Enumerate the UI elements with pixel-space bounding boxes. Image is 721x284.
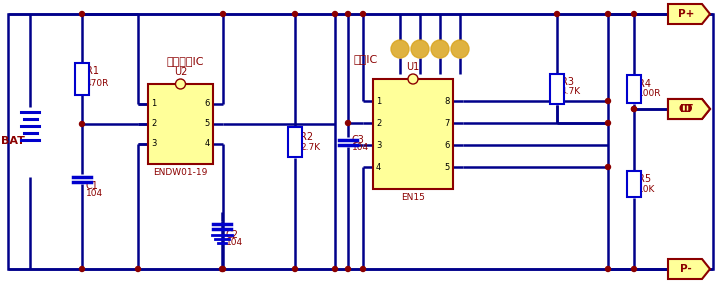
Text: CT: CT (678, 104, 694, 114)
Text: 8: 8 (445, 97, 450, 105)
Text: 104: 104 (352, 143, 369, 153)
Text: 10K: 10K (638, 185, 655, 193)
Text: 主控IC: 主控IC (353, 54, 377, 64)
Bar (148, 84, 213, 164)
Text: U2: U2 (174, 67, 187, 77)
Text: 4: 4 (205, 139, 210, 149)
Text: 2.7K: 2.7K (300, 143, 320, 151)
Circle shape (293, 266, 298, 272)
Bar (373, 79, 453, 189)
Text: R4: R4 (638, 79, 651, 89)
Text: 2: 2 (151, 120, 156, 128)
Text: BAT: BAT (1, 137, 25, 147)
Circle shape (606, 99, 611, 103)
Text: 2: 2 (376, 118, 381, 128)
Text: C1: C1 (86, 181, 99, 191)
Circle shape (221, 266, 226, 272)
Text: U1: U1 (407, 62, 420, 72)
Text: ID: ID (680, 104, 692, 114)
Text: 104: 104 (226, 238, 243, 247)
Text: C3: C3 (352, 135, 365, 145)
Text: 5: 5 (445, 162, 450, 172)
Text: 6: 6 (205, 99, 210, 108)
Text: P-: P- (680, 264, 692, 274)
Circle shape (632, 266, 637, 272)
Circle shape (554, 11, 559, 16)
Bar (627, 75, 641, 103)
Circle shape (345, 266, 350, 272)
Bar (627, 171, 641, 197)
Circle shape (391, 40, 409, 58)
Text: 104: 104 (86, 189, 103, 198)
Text: 5: 5 (205, 120, 210, 128)
Circle shape (345, 120, 350, 126)
Polygon shape (668, 4, 710, 24)
Circle shape (293, 11, 298, 16)
Circle shape (332, 266, 337, 272)
Circle shape (221, 11, 226, 16)
Text: 4.7K: 4.7K (561, 87, 581, 97)
Circle shape (79, 266, 84, 272)
Polygon shape (668, 99, 710, 119)
Text: 1: 1 (151, 99, 156, 108)
Circle shape (136, 266, 141, 272)
Circle shape (606, 266, 611, 272)
Bar (75, 63, 89, 95)
Polygon shape (668, 259, 710, 279)
Bar (288, 127, 302, 157)
Text: 3: 3 (151, 139, 156, 149)
Text: C2: C2 (226, 230, 239, 240)
Circle shape (632, 11, 637, 16)
Bar (550, 74, 564, 104)
Circle shape (408, 74, 418, 84)
Circle shape (79, 11, 84, 16)
Text: 4: 4 (376, 162, 381, 172)
Circle shape (219, 266, 224, 272)
Polygon shape (668, 99, 710, 119)
Text: 1: 1 (376, 97, 381, 105)
Circle shape (606, 120, 611, 126)
Text: 电池保护IC: 电池保护IC (167, 56, 204, 66)
Circle shape (345, 11, 350, 16)
Circle shape (360, 266, 366, 272)
Text: EN15: EN15 (401, 193, 425, 202)
Text: 7: 7 (445, 118, 450, 128)
Circle shape (332, 11, 337, 16)
Text: 470R: 470R (86, 78, 110, 87)
Text: 6: 6 (445, 141, 450, 149)
Circle shape (451, 40, 469, 58)
Circle shape (632, 106, 637, 112)
Text: ENDW01-19: ENDW01-19 (154, 168, 208, 177)
Circle shape (360, 11, 366, 16)
Circle shape (79, 122, 84, 126)
Text: R1: R1 (86, 66, 99, 76)
Circle shape (632, 106, 637, 112)
Circle shape (606, 11, 611, 16)
Circle shape (606, 164, 611, 170)
Text: P+: P+ (678, 9, 694, 19)
Text: R3: R3 (561, 77, 574, 87)
Text: 100R: 100R (638, 89, 661, 99)
Bar (8, 14, 713, 269)
Circle shape (431, 40, 449, 58)
Circle shape (411, 40, 429, 58)
Text: 3: 3 (376, 141, 381, 149)
Text: R5: R5 (638, 174, 651, 184)
Text: R2: R2 (300, 132, 313, 142)
Circle shape (175, 79, 185, 89)
